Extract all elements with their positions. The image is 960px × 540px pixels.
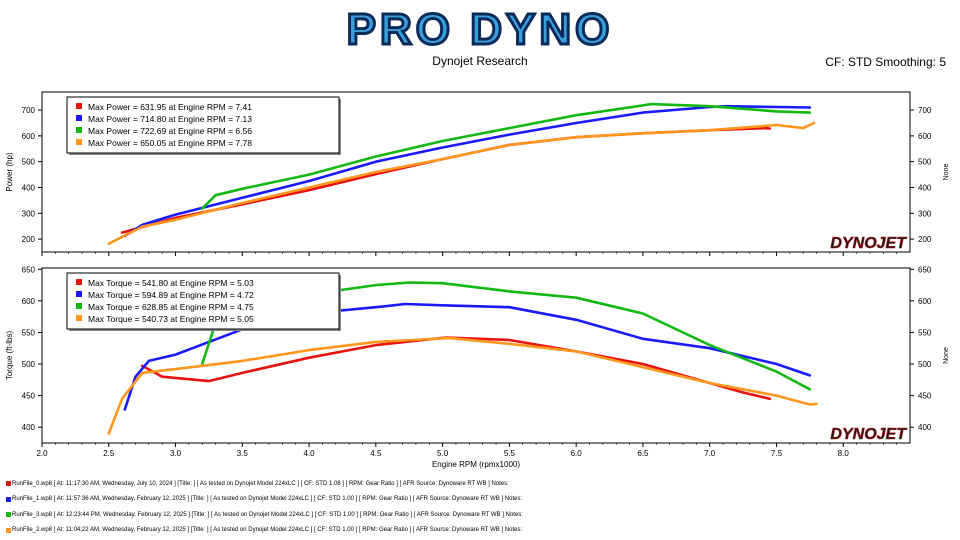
run-color-swatch — [6, 527, 11, 533]
run-color-swatch — [6, 512, 11, 518]
run-file-text: RunFile_1.wp8 [ At: 11:57:36 AM, Wednesd… — [12, 496, 523, 503]
x-tick-label: 7.5 — [771, 449, 783, 458]
x-tick-label: 4.0 — [304, 449, 316, 458]
legend-entry: Max Power = 631.95 at Engine RPM = 7.41 — [88, 102, 252, 112]
y-tick-label-right: 300 — [918, 209, 932, 218]
series-line — [107, 121, 816, 245]
x-tick-label: 7.0 — [704, 449, 716, 458]
dynojet-watermark: DYNOJET — [830, 426, 907, 443]
y-tick-label: 600 — [22, 297, 36, 306]
y-tick-label-right: 400 — [918, 423, 932, 432]
x-axis-label: Engine RPM (rpmx1000) — [432, 460, 520, 469]
y-tick-label-right: 200 — [918, 235, 932, 244]
y-tick-label: 400 — [22, 183, 36, 192]
pro-dyno-logo: PRO DYNO — [345, 6, 614, 52]
legend-entry: Max Torque = 594.89 at Engine RPM = 4.72 — [88, 290, 254, 300]
legend-swatch — [76, 127, 82, 133]
legend-swatch — [76, 279, 82, 285]
x-tick-label: 4.5 — [370, 449, 382, 458]
y-tick-label: 500 — [22, 360, 36, 369]
legend-swatch — [76, 115, 82, 121]
y-axis-label: Power (hp) — [5, 152, 14, 191]
y-tick-label-right: 600 — [918, 132, 932, 141]
y-tick-label-right: 500 — [918, 360, 932, 369]
series-line — [107, 336, 818, 435]
run-file-line: RunFile_0.wp8 [ At: 11:17:30 AM, Wednesd… — [6, 476, 956, 492]
legend-entry: Max Torque = 628.85 at Engine RPM = 4.75 — [88, 302, 254, 312]
right-axis-label: None — [943, 347, 950, 364]
y-tick-label: 700 — [22, 106, 36, 115]
y-tick-label-right: 700 — [918, 106, 932, 115]
y-tick-label: 300 — [22, 209, 36, 218]
x-tick-label: 6.5 — [637, 449, 649, 458]
x-tick-label: 2.5 — [103, 449, 115, 458]
x-tick-label: 3.0 — [170, 449, 182, 458]
logo-text: PRO DYNO — [347, 6, 614, 52]
run-file-line: RunFile_3.wp8 [ At: 12:23:44 PM, Wednesd… — [6, 507, 956, 523]
y-tick-label-right: 450 — [918, 392, 932, 401]
run-file-text: RunFile_0.wp8 [ At: 11:17:30 AM, Wednesd… — [12, 480, 509, 487]
series-line — [123, 302, 812, 411]
legend-entry: Max Torque = 540.73 at Engine RPM = 5.05 — [88, 314, 254, 324]
legend-entry: Max Power = 650.05 at Engine RPM = 7.78 — [88, 138, 252, 148]
x-tick-label: 3.5 — [237, 449, 249, 458]
legend-swatch — [76, 103, 82, 109]
y-tick-label: 600 — [22, 132, 36, 141]
run-file-text: RunFile_3.wp8 [ At: 12:23:44 PM, Wednesd… — [12, 511, 523, 518]
legend-swatch — [76, 291, 82, 297]
y-tick-label: 200 — [22, 235, 36, 244]
chart-subtitle: Dynojet Research — [432, 54, 528, 68]
y-tick-label: 400 — [22, 423, 36, 432]
run-file-line: RunFile_1.wp8 [ At: 11:57:36 AM, Wednesd… — [6, 492, 956, 508]
series-line — [200, 102, 812, 210]
right-axis-label: None — [943, 164, 950, 181]
legend-entry: Max Power = 722.69 at Engine RPM = 6.56 — [88, 126, 252, 136]
x-tick-label: 5.5 — [504, 449, 516, 458]
y-axis-label: Torque (ft-lbs) — [5, 330, 14, 380]
y-tick-label: 550 — [22, 328, 36, 337]
run-file-text: RunFile_2.wp8 [ At: 11:04:22 AM, Wednesd… — [12, 527, 523, 534]
legend-swatch — [76, 303, 82, 309]
y-tick-label-right: 400 — [918, 183, 932, 192]
legend-box — [66, 272, 340, 330]
x-tick-label: 5.0 — [437, 449, 449, 458]
cf-smoothing-label: CF: STD Smoothing: 5 — [825, 55, 946, 69]
y-tick-label-right: 500 — [918, 158, 932, 167]
run-color-swatch — [6, 496, 11, 502]
x-tick-label: 2.0 — [36, 449, 48, 458]
y-tick-label-right: 650 — [918, 265, 932, 274]
x-tick-label: 8.0 — [838, 449, 850, 458]
legend-swatch — [76, 315, 82, 321]
dynojet-watermark: DYNOJET — [830, 235, 907, 252]
y-tick-label: 650 — [22, 265, 36, 274]
legend-box — [66, 96, 340, 154]
run-file-line: RunFile_2.wp8 [ At: 11:04:22 AM, Wednesd… — [6, 523, 956, 539]
legend-entry: Max Torque = 541.80 at Engine RPM = 5.03 — [88, 278, 254, 288]
y-tick-label-right: 600 — [918, 297, 932, 306]
legend-entry: Max Power = 714.80 at Engine RPM = 7.13 — [88, 114, 252, 124]
y-tick-label: 500 — [22, 158, 36, 167]
y-tick-label-right: 550 — [918, 328, 932, 337]
run-file-list: RunFile_0.wp8 [ At: 11:17:30 AM, Wednesd… — [6, 476, 956, 538]
legend-swatch — [76, 139, 82, 145]
x-tick-label: 6.0 — [571, 449, 583, 458]
y-tick-label: 450 — [22, 392, 36, 401]
run-color-swatch — [6, 481, 11, 487]
